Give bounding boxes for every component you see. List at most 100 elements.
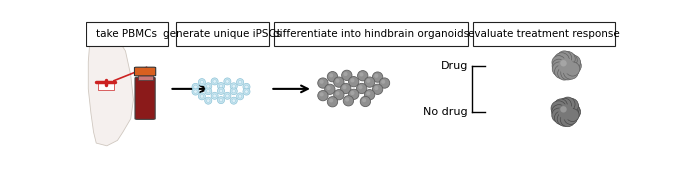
Text: generate unique iPSCs: generate unique iPSCs [163,29,282,39]
Ellipse shape [219,98,223,102]
Ellipse shape [206,84,210,88]
Ellipse shape [362,98,366,102]
Ellipse shape [225,80,229,83]
Ellipse shape [560,106,566,113]
Ellipse shape [356,83,367,94]
Ellipse shape [194,85,197,89]
Ellipse shape [206,99,210,102]
Ellipse shape [564,111,577,124]
Ellipse shape [566,102,580,115]
Ellipse shape [552,56,565,69]
Ellipse shape [334,77,344,87]
Ellipse shape [564,98,578,113]
Ellipse shape [327,86,331,90]
Ellipse shape [364,77,375,87]
Ellipse shape [232,89,236,93]
Ellipse shape [194,90,197,93]
Ellipse shape [342,85,347,89]
Ellipse shape [199,93,205,100]
Ellipse shape [374,86,378,90]
Ellipse shape [558,58,574,74]
Ellipse shape [373,84,383,95]
Ellipse shape [558,67,571,80]
Ellipse shape [563,64,578,79]
Ellipse shape [374,74,378,78]
Ellipse shape [350,91,355,95]
Ellipse shape [558,104,574,120]
FancyBboxPatch shape [473,22,615,46]
Ellipse shape [200,95,203,98]
Ellipse shape [552,59,566,73]
Ellipse shape [360,72,364,77]
Ellipse shape [192,83,199,90]
Ellipse shape [192,88,199,95]
Ellipse shape [217,97,225,104]
Ellipse shape [566,58,582,74]
Ellipse shape [373,72,383,82]
Ellipse shape [232,84,236,88]
Ellipse shape [320,80,324,84]
Ellipse shape [551,101,566,116]
Text: evaluate treatment response: evaluate treatment response [469,29,620,39]
Ellipse shape [381,80,385,84]
Ellipse shape [236,78,244,86]
Ellipse shape [206,89,210,93]
Ellipse shape [554,53,569,68]
Polygon shape [88,28,134,146]
FancyBboxPatch shape [98,83,114,90]
Ellipse shape [205,97,212,104]
Ellipse shape [551,105,566,119]
Ellipse shape [236,93,244,100]
Text: No drug: No drug [423,107,468,117]
Ellipse shape [329,73,334,77]
Text: differentiate into hindbrain organoids: differentiate into hindbrain organoids [273,29,469,39]
FancyBboxPatch shape [135,77,155,119]
Ellipse shape [336,79,340,83]
Ellipse shape [566,109,579,122]
Ellipse shape [224,78,231,85]
Ellipse shape [238,80,242,84]
Ellipse shape [349,77,359,87]
FancyBboxPatch shape [134,67,155,76]
Ellipse shape [329,98,334,103]
Ellipse shape [205,83,212,90]
Ellipse shape [325,84,335,95]
Ellipse shape [213,94,216,98]
Ellipse shape [211,92,219,99]
Ellipse shape [554,65,568,78]
Ellipse shape [340,83,351,94]
Ellipse shape [560,60,566,67]
Ellipse shape [557,112,571,126]
Text: Drug: Drug [440,61,468,71]
Ellipse shape [320,92,324,96]
Ellipse shape [205,88,212,95]
Ellipse shape [327,97,338,107]
Ellipse shape [360,96,371,107]
Ellipse shape [230,88,237,95]
Ellipse shape [199,78,205,86]
Ellipse shape [334,90,344,100]
Ellipse shape [318,78,328,88]
Ellipse shape [366,91,371,95]
Ellipse shape [364,90,375,100]
Ellipse shape [566,55,581,70]
Ellipse shape [243,83,250,90]
Ellipse shape [238,95,242,98]
Ellipse shape [336,91,340,95]
Ellipse shape [552,108,566,122]
Ellipse shape [554,99,567,112]
Ellipse shape [230,97,237,104]
Ellipse shape [379,78,390,88]
Text: take PBMCs: take PBMCs [97,29,158,39]
FancyBboxPatch shape [176,22,269,46]
Ellipse shape [358,85,362,89]
Ellipse shape [566,105,581,119]
Ellipse shape [557,51,572,66]
Ellipse shape [358,71,368,81]
Ellipse shape [561,66,575,80]
Ellipse shape [564,54,577,67]
Ellipse shape [558,98,571,112]
Ellipse shape [224,92,231,99]
Ellipse shape [230,83,237,90]
Ellipse shape [560,51,575,67]
